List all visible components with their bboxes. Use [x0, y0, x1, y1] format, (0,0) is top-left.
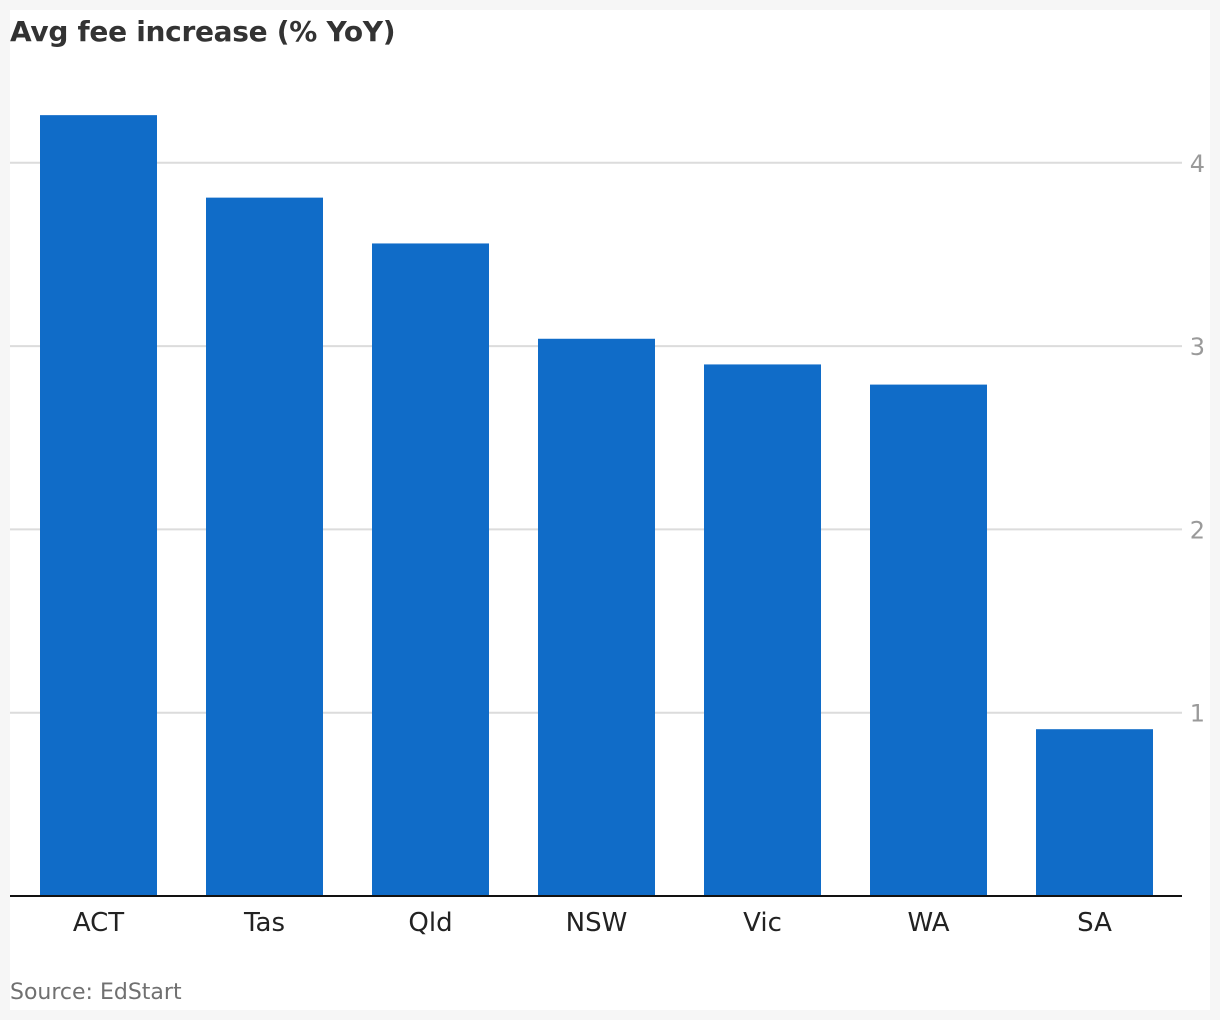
y-tick-label: 4 — [1190, 150, 1205, 178]
x-tick-label-wa: WA — [907, 908, 949, 938]
y-axis-ticks: 1 2 3 4 — [1190, 150, 1205, 728]
bar-vic — [704, 364, 821, 896]
x-tick-label-qld: Qld — [408, 908, 452, 938]
x-tick-label-sa: SA — [1077, 908, 1112, 938]
y-tick-label: 1 — [1190, 700, 1205, 728]
x-axis-ticks: ACT Tas Qld NSW Vic WA SA — [73, 908, 1112, 938]
bar-act — [40, 115, 157, 897]
x-tick-label-act: ACT — [73, 908, 124, 938]
bars — [40, 115, 1153, 897]
x-tick-label-vic: Vic — [743, 908, 782, 938]
bar-qld — [372, 243, 489, 896]
chart-title: Avg fee increase (% YoY) — [10, 15, 396, 48]
x-tick-label-tas: Tas — [243, 908, 285, 938]
y-tick-label: 2 — [1190, 516, 1205, 544]
bar-tas — [206, 197, 323, 896]
y-tick-label: 3 — [1190, 333, 1205, 361]
bar-wa — [870, 384, 987, 896]
x-tick-label-nsw: NSW — [566, 908, 628, 938]
source-note: Source: EdStart — [10, 980, 182, 1005]
bar-sa — [1036, 729, 1153, 896]
bar-nsw — [538, 338, 655, 896]
